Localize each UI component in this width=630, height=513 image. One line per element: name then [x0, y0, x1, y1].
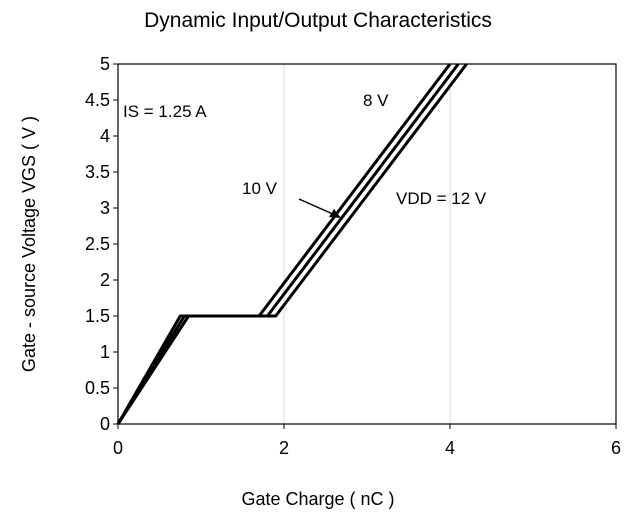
y-axis-label: Gate - source Voltage VGS ( V )	[19, 116, 39, 372]
y-tick-label: 0.5	[85, 378, 110, 398]
annotation-arrowhead	[329, 209, 341, 218]
y-tick-label: 3	[100, 198, 110, 218]
y-tick-label: 1.5	[85, 306, 110, 326]
x-tick-label: 2	[279, 438, 289, 458]
annotation-arrow	[298, 198, 336, 216]
chart-title: Dynamic Input/Output Characteristics	[144, 9, 492, 32]
series-layer	[116, 63, 468, 425]
series-line	[116, 63, 468, 425]
x-tick-label: 6	[611, 438, 621, 458]
grid-layer	[283, 64, 451, 424]
x-tick-label: 4	[445, 438, 455, 458]
y-tick-label: 2	[100, 270, 110, 290]
annotation-is: IS = 1.25 A	[123, 102, 207, 121]
y-tick-label: 1	[100, 342, 110, 362]
x-axis-label: Gate Charge ( nC )	[241, 489, 394, 509]
y-tick-label: 3.5	[85, 162, 110, 182]
annotation-10v: 10 V	[242, 179, 278, 198]
annotation-vdd: VDD = 12 V	[396, 189, 487, 208]
tick-layer: 0 2 4 6 0 0.5 1 1.5 2 2.5 3 3.5 4 4.5 5	[85, 54, 621, 458]
y-tick-label: 2.5	[85, 234, 110, 254]
annotation-8v: 8 V	[363, 91, 389, 110]
y-tick-label: 0	[100, 414, 110, 434]
x-tick-label: 0	[113, 438, 123, 458]
y-tick-label: 5	[100, 54, 110, 74]
y-tick-label: 4.5	[85, 90, 110, 110]
y-tick-label: 4	[100, 126, 110, 146]
